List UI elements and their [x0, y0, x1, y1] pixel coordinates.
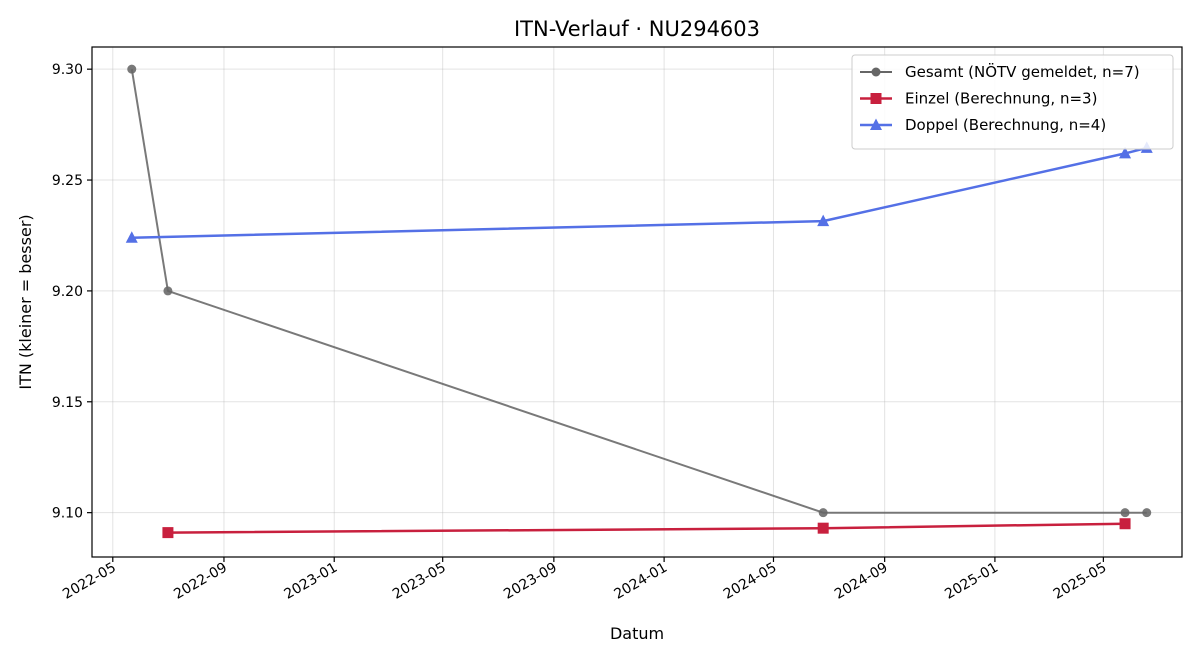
grid-lines — [92, 47, 1182, 557]
data-point — [1120, 508, 1130, 518]
y-tick-label: 9.10 — [52, 506, 83, 522]
legend-swatch-marker — [871, 67, 881, 77]
legend-label: Doppel (Berechnung, n=4) — [905, 116, 1106, 134]
legend-swatch-marker — [870, 118, 882, 130]
y-tick-label: 9.30 — [52, 62, 83, 78]
data-point — [1142, 508, 1152, 518]
y-tick-label: 9.15 — [52, 395, 83, 411]
y-tick-label: 9.20 — [52, 284, 83, 300]
data-point — [817, 522, 829, 534]
legend-label: Gesamt (NÖTV gemeldet, n=7) — [905, 62, 1140, 81]
data-point — [1119, 146, 1132, 159]
y-axis-label: ITN (kleiner = besser) — [16, 214, 35, 389]
plot-frame — [91, 46, 1183, 558]
x-tick-label: 2024-05 — [721, 560, 780, 603]
x-tick-label: 2023-05 — [390, 560, 449, 603]
series-layer — [125, 64, 1153, 539]
legend-entry: Einzel (Berechnung, n=3) — [860, 90, 1097, 108]
data-point — [817, 214, 830, 227]
data-point — [125, 231, 138, 243]
legend-entry: Gesamt (NÖTV gemeldet, n=7) — [860, 62, 1140, 81]
series-line — [131, 146, 1148, 239]
series-3 — [125, 141, 1153, 243]
x-tick-label: 2022-05 — [60, 560, 119, 603]
legend-swatch-marker — [870, 93, 882, 104]
x-tick-label: 2025-01 — [942, 560, 1001, 603]
data-point — [163, 286, 173, 296]
x-tick-label: 2025-05 — [1051, 560, 1110, 603]
legend: Gesamt (NÖTV gemeldet, n=7) Einzel (Berec… — [851, 54, 1174, 150]
x-tick-label: 2023-01 — [282, 560, 341, 603]
data-point — [818, 508, 828, 518]
legend-entry: Doppel (Berechnung, n=4) — [860, 116, 1106, 134]
series-2 — [162, 518, 1131, 539]
data-point — [162, 527, 174, 539]
x-tick-label: 2024-09 — [832, 560, 891, 603]
legend-label: Einzel (Berechnung, n=3) — [905, 90, 1097, 108]
data-point — [127, 64, 137, 74]
data-point — [1119, 518, 1131, 530]
series-1 — [127, 64, 1152, 518]
chart-title: ITN-Verlauf · NU294603 — [514, 17, 760, 41]
x-tick-label: 2022-09 — [171, 560, 230, 603]
x-tick-label: 2024-01 — [611, 560, 670, 603]
legend-box — [851, 54, 1174, 150]
y-tick-label: 9.25 — [52, 173, 83, 189]
x-axis-label: Datum — [610, 624, 664, 643]
series-line — [167, 522, 1126, 534]
x-tick-label: 2023-09 — [501, 560, 560, 603]
